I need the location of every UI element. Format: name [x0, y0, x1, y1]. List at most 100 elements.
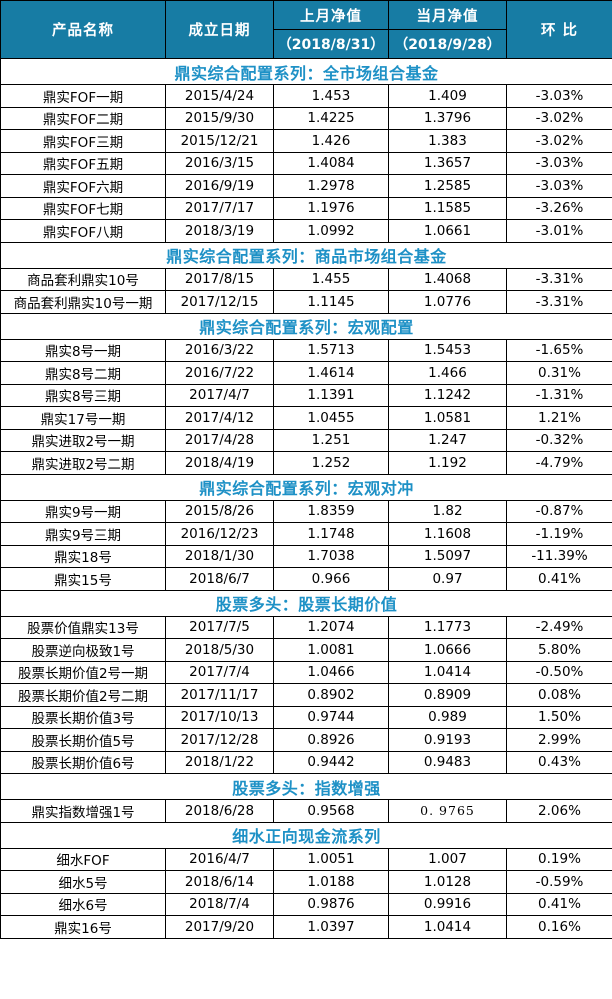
product-name-cell: 鼎实指数增强1号: [0, 799, 166, 823]
mom-change-cell: 2.06%: [506, 799, 612, 823]
prev-nav-cell: 0.9442: [273, 750, 389, 774]
curr-nav-cell: 0.9916: [388, 892, 507, 916]
data-row: 鼎实FOF七期 2017/7/17 1.1976 1.1585 -3.26%: [0, 196, 612, 220]
product-name-cell: 股票长期价值3号: [0, 705, 166, 729]
section-title: 鼎实综合配置系列：全市场组合基金: [0, 58, 612, 85]
product-name-cell: 鼎实8号三期: [0, 383, 166, 407]
prev-nav-cell: 1.1748: [273, 522, 389, 546]
mom-change-cell: 0.08%: [506, 683, 612, 707]
data-row: 股票长期价值3号 2017/10/13 0.9744 0.989 1.50%: [0, 705, 612, 729]
data-row: 鼎实FOF二期 2015/9/30 1.4225 1.3796 -3.02%: [0, 106, 612, 130]
header-prev-month-date: （2018/8/31）: [273, 29, 389, 59]
mom-change-cell: -3.01%: [506, 219, 612, 243]
section-title: 股票多头：指数增强: [0, 773, 612, 800]
product-name-cell: 鼎实17号一期: [0, 406, 166, 430]
prev-nav-cell: 1.4614: [273, 361, 389, 385]
inception-date-cell: 2015/4/24: [165, 84, 274, 108]
product-name-cell: 鼎实FOF一期: [0, 84, 166, 108]
prev-nav-cell: 1.0466: [273, 660, 389, 684]
inception-date-cell: 2015/12/21: [165, 129, 274, 153]
mom-change-cell: 0.31%: [506, 361, 612, 385]
data-row: 鼎实8号三期 2017/4/7 1.1391 1.1242 -1.31%: [0, 383, 612, 407]
curr-nav-cell: 1.0776: [388, 290, 507, 314]
section-row: 鼎实综合配置系列：商品市场组合基金: [0, 241, 612, 269]
inception-date-cell: 2018/6/7: [165, 567, 274, 591]
data-row: 鼎实18号 2018/1/30 1.7038 1.5097 -11.39%: [0, 544, 612, 568]
inception-date-cell: 2016/7/22: [165, 361, 274, 385]
inception-date-cell: 2017/7/5: [165, 615, 274, 639]
curr-nav-cell: 0.9483: [388, 750, 507, 774]
product-name-cell: 鼎实8号二期: [0, 361, 166, 385]
inception-date-cell: 2018/5/30: [165, 638, 274, 662]
data-row: 鼎实FOF五期 2016/3/15 1.4084 1.3657 -3.03%: [0, 151, 612, 175]
product-name-cell: 股票价值鼎实13号: [0, 615, 166, 639]
product-name-cell: 鼎实16号: [0, 915, 166, 939]
prev-nav-cell: 1.8359: [273, 499, 389, 523]
section-title: 鼎实综合配置系列：商品市场组合基金: [0, 241, 612, 269]
prev-nav-cell: 1.0455: [273, 406, 389, 430]
curr-nav-cell: 1.1585: [388, 196, 507, 220]
section-row: 鼎实综合配置系列：宏观配置: [0, 312, 612, 340]
product-name-cell: 鼎实FOF三期: [0, 129, 166, 153]
curr-nav-cell: 1.82: [388, 499, 507, 523]
mom-change-cell: 1.21%: [506, 406, 612, 430]
inception-date-cell: 2018/1/30: [165, 544, 274, 568]
data-row: 股票长期价值6号 2018/1/22 0.9442 0.9483 0.43%: [0, 750, 612, 774]
curr-nav-cell: 1.2585: [388, 174, 507, 198]
data-row: 鼎实指数增强1号 2018/6/28 0.9568 0. 9765 2.06%: [0, 799, 612, 823]
product-name-cell: 鼎实9号一期: [0, 499, 166, 523]
curr-nav-cell: 1.383: [388, 129, 507, 153]
product-name-cell: 鼎实8号一期: [0, 338, 166, 362]
mom-change-cell: -3.31%: [506, 290, 612, 314]
product-name-cell: 股票逆向极致1号: [0, 638, 166, 662]
product-name-cell: 鼎实进取2号二期: [0, 451, 166, 475]
inception-date-cell: 2018/1/22: [165, 750, 274, 774]
inception-date-cell: 2016/9/19: [165, 174, 274, 198]
mom-change-cell: 1.50%: [506, 705, 612, 729]
data-row: 鼎实FOF一期 2015/4/24 1.453 1.409 -3.03%: [0, 84, 612, 108]
header-inception-date: 成立日期: [165, 0, 274, 59]
mom-change-cell: -3.03%: [506, 174, 612, 198]
data-row: 股票逆向极致1号 2018/5/30 1.0081 1.0666 5.80%: [0, 638, 612, 662]
data-row: 鼎实进取2号二期 2018/4/19 1.252 1.192 -4.79%: [0, 451, 612, 475]
prev-nav-cell: 0.8926: [273, 728, 389, 752]
curr-nav-cell: 1.0661: [388, 219, 507, 243]
header-curr-month-date: （2018/9/28）: [388, 29, 507, 59]
curr-nav-cell: 1.247: [388, 428, 507, 452]
mom-change-cell: 5.80%: [506, 638, 612, 662]
inception-date-cell: 2017/4/7: [165, 383, 274, 407]
inception-date-cell: 2017/4/28: [165, 428, 274, 452]
product-name-cell: 鼎实FOF五期: [0, 151, 166, 175]
curr-nav-cell: 1.1773: [388, 615, 507, 639]
prev-nav-cell: 0.8902: [273, 683, 389, 707]
curr-nav-cell: 1.1608: [388, 522, 507, 546]
mom-change-cell: 0.43%: [506, 750, 612, 774]
header-prev-month-nav: 上月净值: [273, 0, 389, 30]
table-body: 鼎实综合配置系列：全市场组合基金 鼎实FOF一期 2015/4/24 1.453 1.4…: [0, 58, 612, 939]
product-name-cell: 鼎实9号三期: [0, 522, 166, 546]
prev-nav-cell: 1.1145: [273, 290, 389, 314]
data-row: 细水5号 2018/6/14 1.0188 1.0128 -0.59%: [0, 870, 612, 894]
product-name-cell: 商品套利鼎实10号: [0, 267, 166, 291]
data-row: 鼎实8号二期 2016/7/22 1.4614 1.466 0.31%: [0, 361, 612, 385]
data-row: 股票长期价值2号一期 2017/7/4 1.0466 1.0414 -0.50%: [0, 660, 612, 684]
prev-nav-cell: 1.455: [273, 267, 389, 291]
section-title: 鼎实综合配置系列：宏观对冲: [0, 473, 612, 501]
mom-change-cell: -3.02%: [506, 106, 612, 130]
prev-nav-cell: 0.9744: [273, 705, 389, 729]
mom-change-cell: -3.02%: [506, 129, 612, 153]
section-title: 鼎实综合配置系列：宏观配置: [0, 312, 612, 340]
inception-date-cell: 2016/4/7: [165, 847, 274, 871]
section-row: 股票多头：股票长期价值: [0, 589, 612, 617]
curr-nav-cell: 1.3657: [388, 151, 507, 175]
product-name-cell: 鼎实FOF八期: [0, 219, 166, 243]
data-row: 商品套利鼎实10号 2017/8/15 1.455 1.4068 -3.31%: [0, 267, 612, 291]
mom-change-cell: 2.99%: [506, 728, 612, 752]
mom-change-cell: -0.87%: [506, 499, 612, 523]
inception-date-cell: 2015/9/30: [165, 106, 274, 130]
mom-change-cell: 0.16%: [506, 915, 612, 939]
inception-date-cell: 2017/11/17: [165, 683, 274, 707]
inception-date-cell: 2017/4/12: [165, 406, 274, 430]
mom-change-cell: -3.26%: [506, 196, 612, 220]
data-row: 鼎实FOF八期 2018/3/19 1.0992 1.0661 -3.01%: [0, 219, 612, 243]
